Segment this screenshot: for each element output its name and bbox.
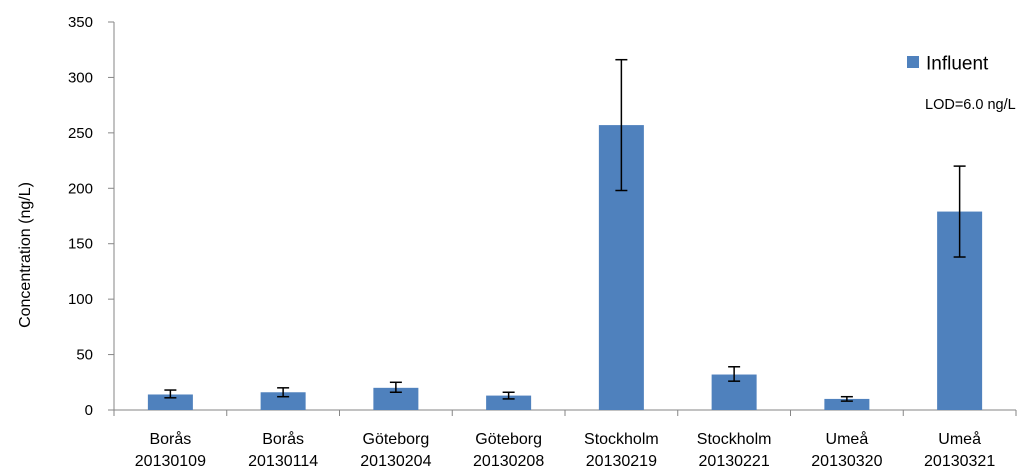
x-tick-label: 20130204 xyxy=(360,453,431,470)
y-tick-label: 0 xyxy=(85,402,93,419)
y-axis-title: Concentration (ng/L) xyxy=(17,182,34,328)
x-tick-label: Borås xyxy=(262,430,304,448)
bar[interactable] xyxy=(260,392,306,410)
y-tick-label: 300 xyxy=(68,69,93,86)
y-tick-label: 350 xyxy=(68,14,93,31)
x-tick-label: Stockholm xyxy=(697,431,772,448)
x-tick-label: Umeå xyxy=(938,430,981,448)
error-bars xyxy=(164,58,966,402)
legend-swatch-influent xyxy=(907,56,919,68)
x-tick-label: Stockholm xyxy=(584,431,659,448)
y-tick-label: 50 xyxy=(76,347,93,364)
legend-label-influent: Influent xyxy=(926,54,989,75)
x-tick-label: Borås xyxy=(149,430,191,448)
bar[interactable] xyxy=(373,387,419,410)
x-tick-label: 20130321 xyxy=(924,453,995,470)
x-tick-label: 20130219 xyxy=(586,453,657,470)
y-tick-label: 200 xyxy=(68,180,93,197)
x-tick-label: Göteborg xyxy=(475,431,542,448)
x-tick-label: 20130208 xyxy=(473,453,544,470)
bar[interactable] xyxy=(147,394,193,410)
y-axis: 0 50 100 150 200 250 300 350 xyxy=(68,14,115,419)
y-tick-label: 250 xyxy=(68,125,93,142)
x-tick-label: 20130320 xyxy=(811,453,882,470)
bar[interactable] xyxy=(824,398,870,410)
x-axis: Borås 20130109 Borås 20130114 Göteborg 201302… xyxy=(113,409,1017,470)
x-tick-label: 20130221 xyxy=(699,453,770,470)
lod-annotation: LOD=6.0 ng/L xyxy=(925,97,1016,113)
x-tick-label: 20130109 xyxy=(135,453,206,470)
x-tick-label: Umeå xyxy=(826,430,869,448)
y-tick-label: 150 xyxy=(68,236,93,253)
legend[interactable]: Influent xyxy=(907,54,989,75)
x-tick-label: 20130114 xyxy=(248,453,318,470)
bar[interactable] xyxy=(486,395,532,410)
x-tick-label: Göteborg xyxy=(363,431,430,448)
bar-series-influent xyxy=(147,125,983,411)
y-tick-label: 100 xyxy=(68,291,93,308)
